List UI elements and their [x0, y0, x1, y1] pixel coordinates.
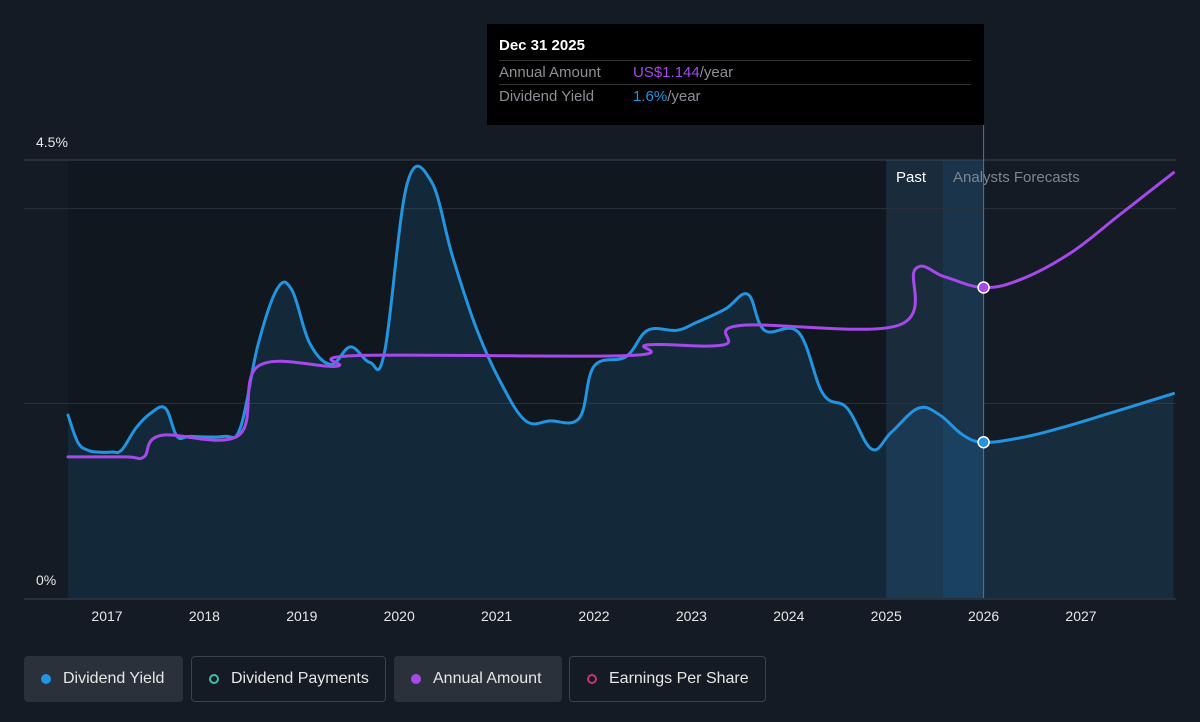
x-tick-label: 2021	[481, 608, 512, 624]
tooltip-annual-label: Annual Amount	[499, 64, 601, 81]
legend-label: Dividend Yield	[63, 670, 165, 687]
x-axis-ticks: 2017 2018 2019 2020 2021 2022 2023 2024 2025 2026…	[91, 608, 1096, 624]
tooltip-yield-unit: /year	[667, 88, 701, 105]
dividend-yield-area	[68, 166, 1174, 598]
x-tick-label: 2018	[189, 608, 220, 624]
y-axis-label-min: 0%	[36, 572, 56, 588]
x-tick-label: 2023	[676, 608, 707, 624]
past-band	[886, 160, 943, 598]
tooltip-row-dividend-yield: Dividend Yield 1.6%/year	[499, 84, 971, 109]
tooltip-date: Dec 31 2025	[499, 37, 585, 54]
x-tick-label: 2025	[871, 608, 902, 624]
tooltip-annual-value-wrap: US$1.144/year	[633, 64, 733, 81]
dividend-yield-marker[interactable]	[977, 436, 990, 449]
tooltip-annual-unit: /year	[699, 64, 734, 81]
annual-amount-marker[interactable]	[977, 281, 990, 294]
tooltip-row-annual-amount: Annual Amount US$1.144/year	[499, 60, 971, 85]
dividend-yield-line	[66, 164, 1175, 455]
dividend-chart: 4.5% 0% Past Analysts Forecasts 2017 2018…	[24, 125, 1176, 624]
filled-dot-icon	[41, 674, 51, 684]
legend-label: Earnings Per Share	[609, 670, 749, 687]
tooltip-yield-value-wrap: 1.6%/year	[633, 88, 701, 105]
tooltip-yield-label: Dividend Yield	[499, 88, 595, 105]
legend-label: Dividend Payments	[231, 670, 369, 687]
x-tick-label: 2024	[773, 608, 804, 624]
annual-amount-line	[66, 171, 1175, 461]
filled-dot-icon	[411, 674, 421, 684]
legend-label: Annual Amount	[433, 670, 542, 687]
legend-earnings-per-share[interactable]: Earnings Per Share	[569, 656, 766, 702]
hollow-dot-icon	[209, 674, 219, 684]
legend-dividend-yield[interactable]: Dividend Yield	[24, 656, 183, 702]
x-tick-label: 2017	[91, 608, 122, 624]
legend-dividend-payments[interactable]: Dividend Payments	[191, 656, 386, 702]
tooltip-annual-value: US$1.144	[633, 64, 700, 81]
x-tick-label: 2026	[968, 608, 999, 624]
hollow-dot-icon	[587, 674, 597, 684]
legend-annual-amount[interactable]: Annual Amount	[394, 656, 562, 702]
x-tick-label: 2019	[286, 608, 317, 624]
past-label: Past	[896, 169, 927, 186]
y-axis-label-max: 4.5%	[36, 134, 68, 150]
x-tick-label: 2027	[1065, 608, 1096, 624]
forecast-highlight-band	[942, 160, 984, 598]
historical-dim-area	[68, 160, 984, 598]
x-tick-label: 2022	[578, 608, 609, 624]
x-tick-label: 2020	[384, 608, 415, 624]
tooltip-yield-value: 1.6%	[633, 88, 668, 105]
analysts-forecasts-label: Analysts Forecasts	[953, 169, 1080, 186]
tooltip: Dec 31 2025 Annual Amount US$1.144/year …	[487, 24, 984, 125]
